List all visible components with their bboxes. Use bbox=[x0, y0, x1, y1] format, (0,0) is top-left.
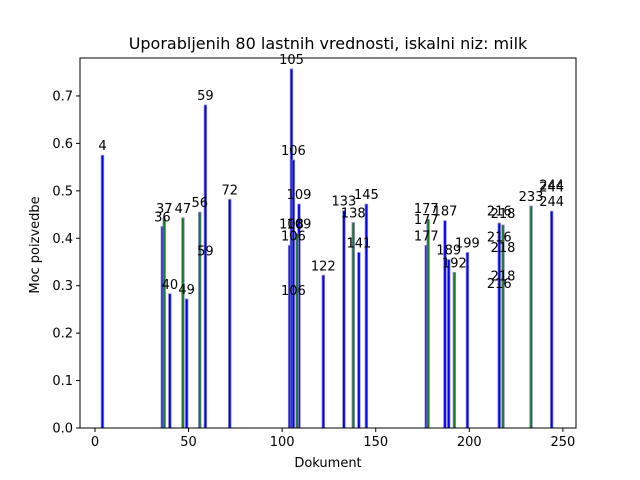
bar-data-label: 187 bbox=[433, 205, 458, 220]
bar-data-label: 49 bbox=[178, 283, 195, 298]
bar-data-label: 37 bbox=[156, 202, 173, 217]
bar-green-192 bbox=[452, 272, 457, 429]
bar-green-178 bbox=[426, 218, 430, 429]
bar-blue-189 bbox=[447, 259, 451, 429]
bar-data-label: 59 bbox=[197, 89, 214, 104]
bar-data-label: 56 bbox=[192, 196, 209, 211]
bar-blue-199 bbox=[465, 252, 470, 429]
x-tick-label: 0 bbox=[91, 435, 99, 450]
y-tick-label: 0.7 bbox=[52, 89, 73, 104]
x-tick-label: 50 bbox=[180, 435, 197, 450]
bar-data-label: 47 bbox=[175, 202, 192, 217]
bar-data-label: 108 bbox=[279, 218, 304, 233]
plot-frame bbox=[79, 57, 577, 429]
bar-green-37 bbox=[162, 217, 166, 429]
bar-data-label: 244 bbox=[539, 179, 564, 194]
bar-data-label: 40 bbox=[162, 278, 179, 293]
x-tick-label: 150 bbox=[363, 435, 388, 450]
bar-data-label: 36 bbox=[154, 210, 171, 225]
bar-data-label: 216 bbox=[487, 277, 512, 292]
bar-data-label: 109 bbox=[287, 188, 312, 203]
y-tick-label: 0.5 bbox=[52, 184, 73, 199]
bar-data-label: 216 bbox=[487, 230, 512, 245]
bar-green-233 bbox=[529, 205, 533, 429]
bar-data-label: 177 bbox=[414, 202, 439, 217]
x-tick-label: 250 bbox=[550, 435, 575, 450]
bar-data-label: 216 bbox=[487, 205, 512, 220]
axis-ticks: 0 50 100 150 200 250 0.0 0.1 0.2 0.3 0.4 0.5 0.6 0.7 bbox=[52, 89, 575, 450]
bar-data-label: 122 bbox=[311, 259, 336, 274]
bar-data-label: 189 bbox=[436, 244, 461, 259]
bar-data-label: 109 bbox=[287, 218, 312, 233]
bar-blue-122 bbox=[321, 274, 326, 429]
y-tick-label: 0.6 bbox=[52, 137, 73, 152]
bar-data-label: 218 bbox=[491, 207, 516, 222]
bar-blue-72 bbox=[228, 198, 232, 429]
y-tick-label: 0.0 bbox=[52, 422, 73, 437]
x-axis-label: Dokument bbox=[294, 456, 361, 471]
y-tick-label: 0.4 bbox=[52, 232, 73, 247]
bar-data-label: 141 bbox=[346, 236, 371, 251]
bar-data-label: 4 bbox=[98, 139, 106, 154]
bar-data-label: 59 bbox=[197, 245, 214, 260]
y-axis-label: Moc poizvedbe bbox=[28, 196, 43, 293]
bar-data-label: 192 bbox=[442, 256, 467, 271]
bar-data-label: 106 bbox=[281, 144, 306, 159]
bar-green-47 bbox=[181, 217, 185, 429]
x-tick-label: 100 bbox=[270, 435, 295, 450]
bar-data-label: 199 bbox=[455, 236, 480, 251]
plot-area: 4363740474956595972105106109108109106106… bbox=[98, 53, 564, 429]
bar-data-label: 177 bbox=[414, 213, 439, 228]
bar-data-label: 106 bbox=[281, 229, 306, 244]
bar-data-label: 72 bbox=[221, 183, 238, 198]
bar-blue-59 bbox=[203, 104, 208, 429]
bar-blue-4 bbox=[100, 154, 105, 429]
bar-data-label: 106 bbox=[281, 284, 306, 299]
chart-title: Uporabljenih 80 lastnih vrednosti, iskal… bbox=[129, 34, 528, 53]
bar-data-label: 133 bbox=[331, 195, 356, 210]
bar-data-label: 233 bbox=[519, 190, 544, 205]
bar-data-label: 218 bbox=[491, 241, 516, 256]
bar-data-label: 244 bbox=[539, 195, 564, 210]
bar-data-label: 244 bbox=[539, 181, 564, 196]
bar-data-label: 177 bbox=[414, 229, 439, 244]
y-tick-label: 0.1 bbox=[52, 374, 73, 389]
bar-green-138 bbox=[351, 222, 355, 429]
bar-data-label: 145 bbox=[354, 188, 379, 203]
bar-blue-49 bbox=[184, 298, 189, 429]
x-tick-label: 200 bbox=[457, 435, 482, 450]
bar-green-108 bbox=[295, 233, 299, 429]
bar-data-label: 105 bbox=[279, 53, 304, 68]
y-tick-label: 0.2 bbox=[52, 327, 73, 342]
bar-data-label: 138 bbox=[341, 207, 366, 222]
bar-blue-244 bbox=[549, 210, 554, 429]
bar-data-label: 218 bbox=[491, 270, 516, 285]
bar-blue-40 bbox=[168, 293, 172, 429]
y-tick-label: 0.3 bbox=[52, 279, 73, 294]
bar-blue-141 bbox=[357, 252, 361, 429]
bar-blue-133 bbox=[342, 210, 346, 429]
